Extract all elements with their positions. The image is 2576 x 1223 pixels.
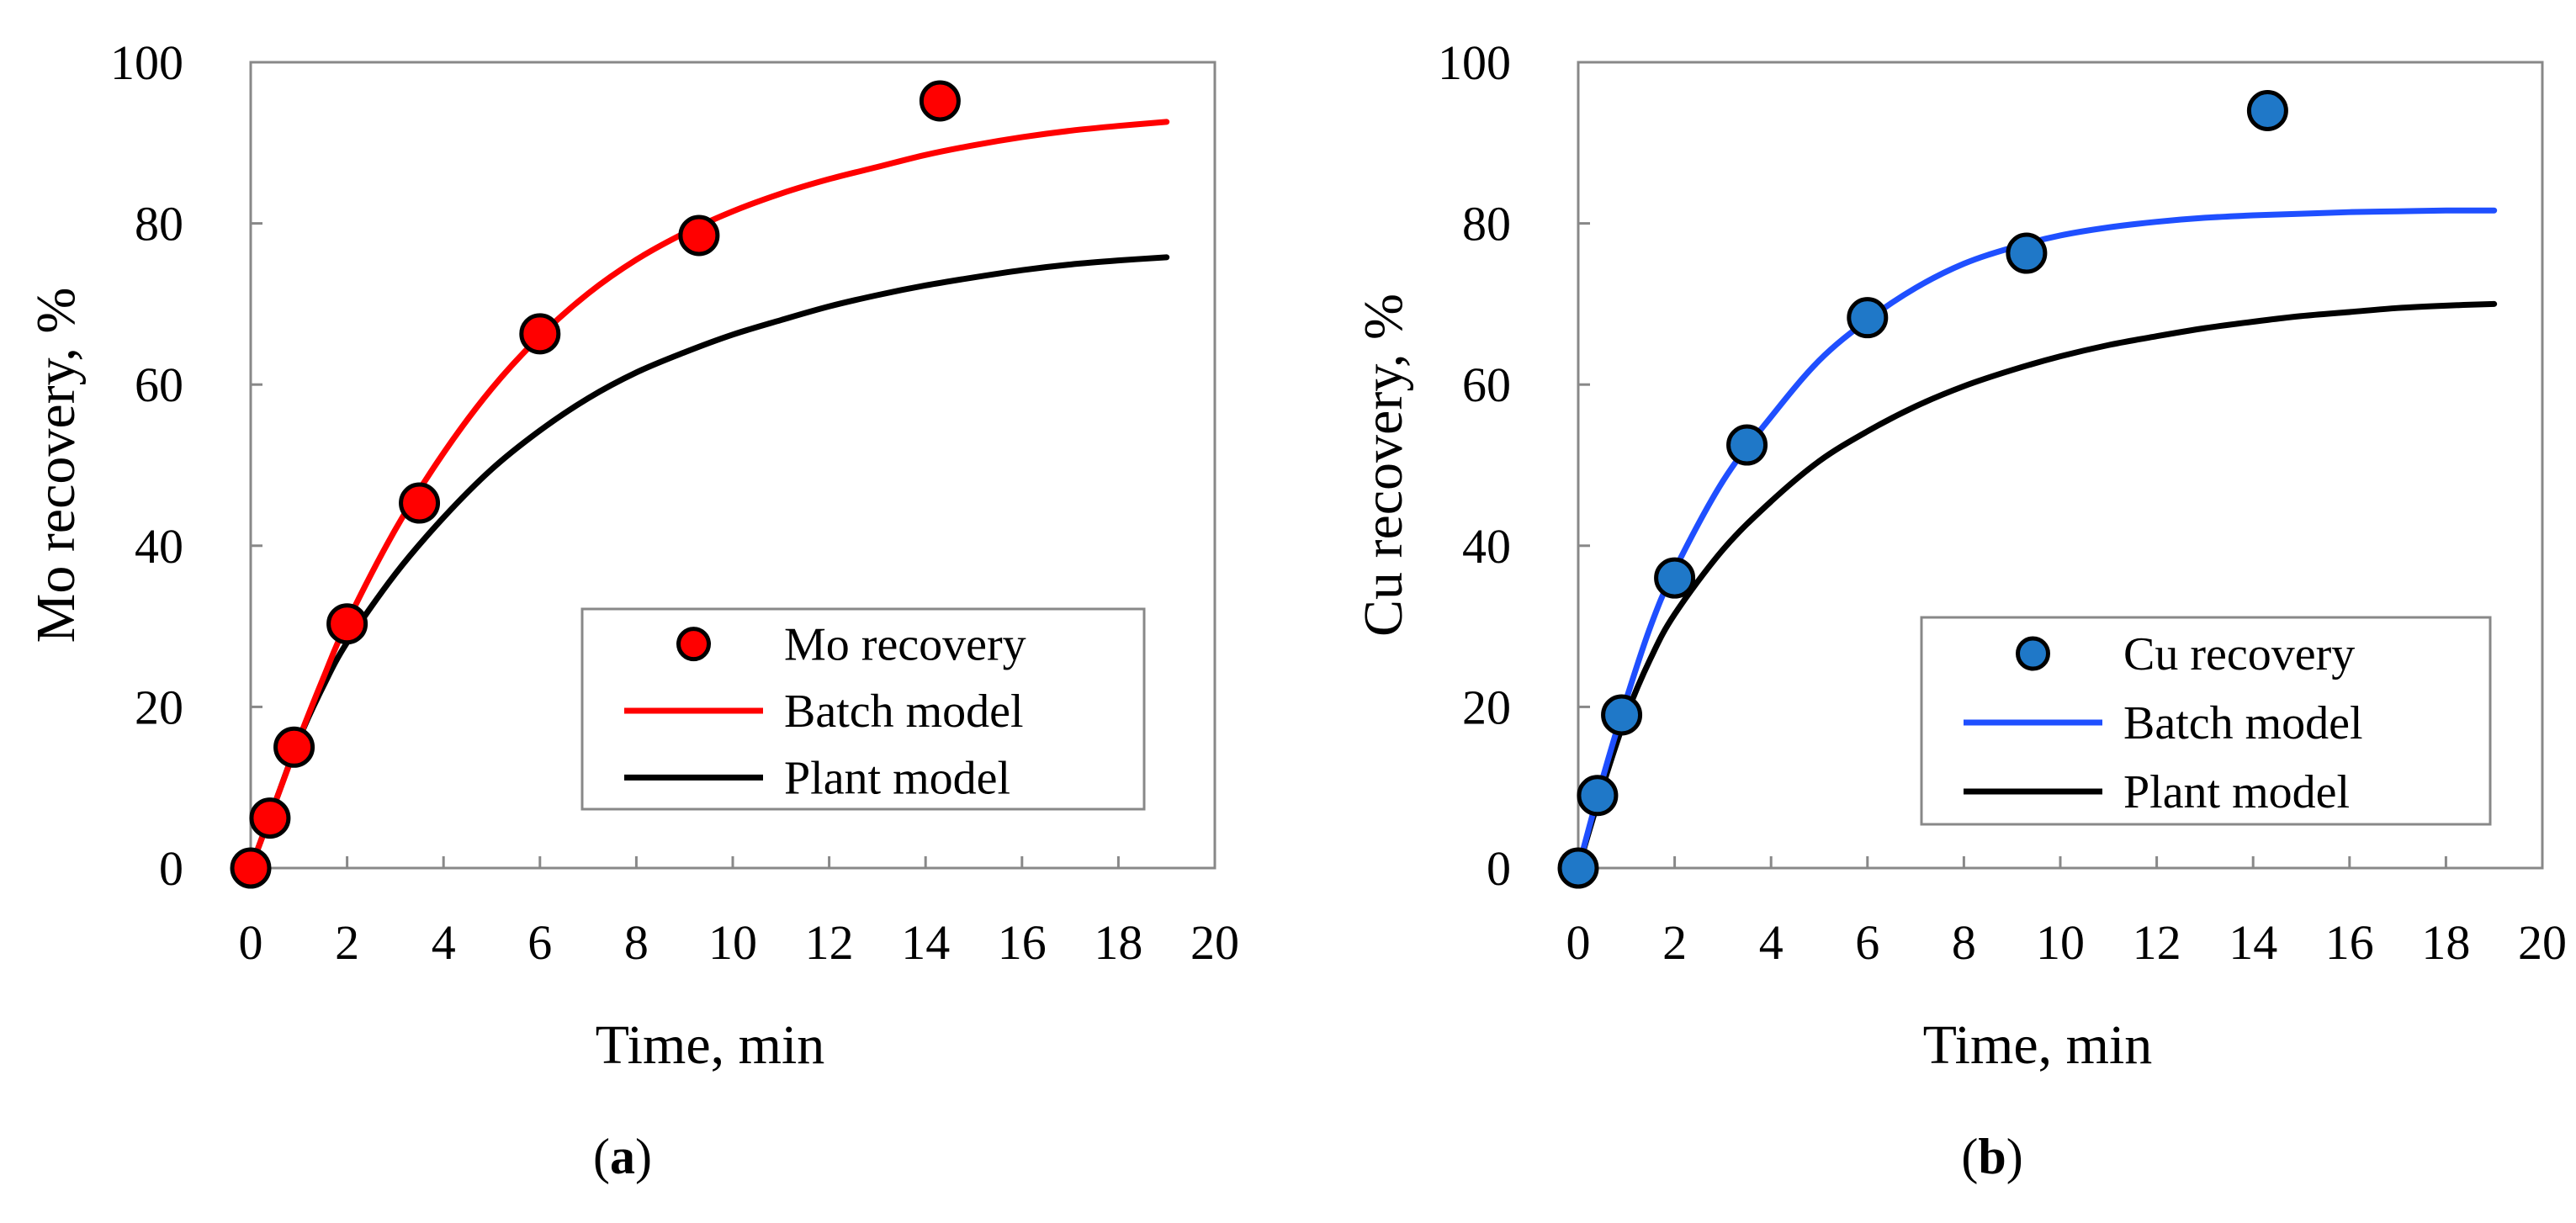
x-tick-label: 0	[1566, 915, 1591, 970]
x-tick-label: 12	[2133, 915, 2181, 970]
data-point	[249, 797, 291, 839]
x-tick-label: 8	[624, 915, 649, 970]
x-tick-label: 4	[432, 915, 456, 970]
x-tick-label: 2	[335, 915, 359, 970]
x-tick-label: 10	[2036, 915, 2085, 970]
data-point	[1726, 424, 1768, 466]
data-point	[1654, 557, 1696, 599]
x-tick-label: 16	[2325, 915, 2374, 970]
legend-entry: Mo recovery	[784, 619, 1026, 671]
y-tick-label: 80	[1462, 197, 1511, 251]
x-tick-label: 14	[901, 915, 950, 970]
legend-entry: Batch model	[2123, 697, 2363, 749]
x-tick-label: 18	[2421, 915, 2470, 970]
x-tick-label: 18	[1094, 915, 1142, 970]
y-tick-label: 20	[1462, 680, 1511, 734]
panel-label: (a)	[593, 1129, 652, 1184]
x-axis-title: Time, min	[596, 1014, 825, 1076]
data-point	[1847, 297, 1889, 339]
chart-panel-a: 0 2 4 6 8 10 12 14 16 18 20 0 20 40 60 80 100 Time, min Mo…	[25, 35, 1239, 1184]
x-tick-label: 20	[2518, 915, 2567, 970]
x-tick-label: 2	[1662, 915, 1687, 970]
y-tick-label: 0	[159, 841, 183, 896]
series-line-plant-model	[247, 254, 1170, 871]
data-point	[519, 313, 561, 355]
data-point	[1557, 847, 1599, 889]
data-point	[2006, 232, 2048, 274]
series-line-batch-model	[1575, 207, 2498, 871]
data-point	[326, 603, 368, 645]
legend-marker	[676, 627, 711, 662]
legend-entry: Batch model	[784, 686, 1024, 738]
x-tick-label: 12	[805, 915, 854, 970]
x-tick-label: 20	[1190, 915, 1239, 970]
x-tick-label: 6	[527, 915, 552, 970]
y-tick-label: 0	[1487, 841, 1511, 896]
chart-panel-b: 0 2 4 6 8 10 12 14 16 18 20 0 20 40 60 80 100 Time, min Cu…	[1353, 35, 2567, 1184]
data-point	[273, 726, 315, 768]
data-point	[399, 482, 441, 524]
y-tick-label: 60	[135, 357, 183, 412]
series-line-batch-model	[247, 119, 1170, 871]
y-tick-label: 40	[135, 519, 183, 574]
legend-entry: Plant model	[2123, 766, 2350, 818]
panel-label: (b)	[1961, 1129, 2022, 1184]
x-tick-label: 0	[239, 915, 263, 970]
legend-entry: Plant model	[784, 752, 1010, 804]
y-tick-label: 100	[1438, 35, 1511, 90]
legend-marker	[2016, 636, 2050, 671]
y-tick-label: 40	[1462, 519, 1511, 574]
y-axis-title: Cu recovery, %	[1353, 294, 1414, 637]
x-tick-label: 6	[1855, 915, 1879, 970]
data-point	[230, 847, 272, 889]
data-point	[919, 80, 961, 122]
x-tick-label: 16	[998, 915, 1047, 970]
x-tick-label: 4	[1759, 915, 1784, 970]
data-point	[678, 214, 720, 257]
x-tick-label: 8	[1952, 915, 1976, 970]
data-point	[1601, 694, 1643, 736]
x-tick-label: 14	[2229, 915, 2277, 970]
series-line-plant-model	[1575, 300, 2498, 871]
y-tick-label: 100	[110, 35, 183, 90]
y-axis-title: Mo recovery, %	[25, 288, 87, 643]
y-tick-label: 20	[135, 680, 183, 734]
data-point	[1577, 775, 1619, 817]
legend-entry: Cu recovery	[2123, 628, 2355, 680]
y-tick-label: 60	[1462, 357, 1511, 412]
y-tick-label: 80	[135, 197, 183, 251]
x-axis-title: Time, min	[1923, 1014, 2153, 1076]
x-tick-label: 10	[708, 915, 757, 970]
data-point	[2246, 89, 2288, 131]
